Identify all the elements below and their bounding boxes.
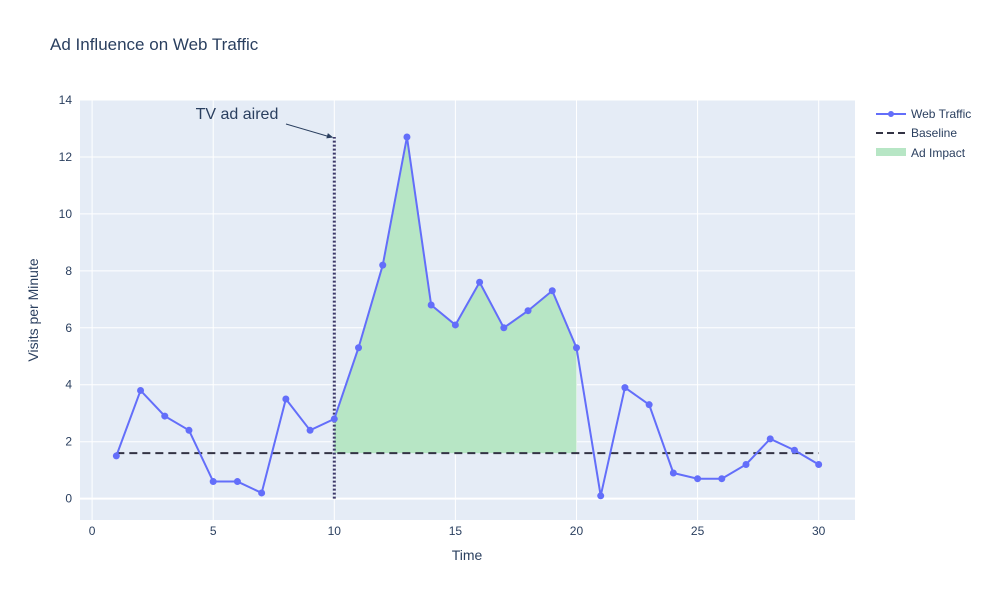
web-traffic-point[interactable] bbox=[258, 489, 266, 497]
web-traffic-point[interactable] bbox=[742, 460, 750, 468]
web-traffic-point[interactable] bbox=[718, 475, 726, 483]
annotation: TV ad aired bbox=[196, 106, 334, 139]
y-axis-ticks: 0 2 4 6 8 10 12 14 bbox=[59, 93, 73, 506]
legend-label-ad-impact: Ad Impact bbox=[911, 146, 966, 160]
legend-item-web-traffic[interactable]: Web Traffic bbox=[876, 107, 971, 121]
x-tick-label: 30 bbox=[812, 524, 826, 538]
web-traffic-point[interactable] bbox=[403, 133, 411, 141]
y-tick-label: 12 bbox=[59, 150, 73, 164]
web-traffic-point[interactable] bbox=[355, 344, 363, 352]
y-tick-label: 2 bbox=[65, 435, 72, 449]
web-traffic-point[interactable] bbox=[112, 452, 120, 460]
web-traffic-point[interactable] bbox=[572, 344, 580, 352]
web-traffic-point[interactable] bbox=[427, 301, 435, 309]
web-traffic-point[interactable] bbox=[330, 415, 338, 423]
y-axis-label: Visits per Minute bbox=[25, 258, 41, 361]
ad-impact-area bbox=[334, 137, 577, 454]
x-tick-label: 5 bbox=[210, 524, 217, 538]
web-traffic-point[interactable] bbox=[597, 492, 605, 500]
legend-label-web-traffic: Web Traffic bbox=[911, 107, 971, 121]
web-traffic-point[interactable] bbox=[379, 261, 387, 269]
web-traffic-point[interactable] bbox=[621, 384, 629, 392]
web-traffic-line bbox=[115, 136, 820, 497]
legend-item-ad-impact[interactable]: Ad Impact bbox=[876, 146, 966, 160]
web-traffic-point[interactable] bbox=[233, 478, 241, 486]
web-traffic-point[interactable] bbox=[645, 401, 653, 409]
web-traffic-point[interactable] bbox=[548, 287, 556, 295]
x-tick-label: 0 bbox=[89, 524, 96, 538]
y-tick-label: 8 bbox=[65, 264, 72, 278]
annotation-arrow-head bbox=[326, 133, 334, 139]
legend[interactable]: Web Traffic Baseline Ad Impact bbox=[876, 107, 971, 160]
web-traffic-point[interactable] bbox=[476, 278, 484, 286]
x-tick-label: 15 bbox=[449, 524, 463, 538]
web-traffic-point[interactable] bbox=[669, 469, 677, 477]
annotation-arrow-line bbox=[285, 123, 331, 138]
ad-impact-fill bbox=[334, 137, 577, 454]
y-tick-label: 4 bbox=[65, 378, 72, 392]
web-traffic-series bbox=[112, 133, 823, 500]
y-tick-label: 6 bbox=[65, 321, 72, 335]
web-traffic-point[interactable] bbox=[161, 412, 169, 420]
web-traffic-point[interactable] bbox=[451, 321, 459, 329]
web-traffic-point[interactable] bbox=[209, 478, 217, 486]
web-traffic-point[interactable] bbox=[524, 307, 532, 315]
web-traffic-point[interactable] bbox=[694, 475, 702, 483]
y-tick-label: 10 bbox=[59, 207, 73, 221]
legend-item-baseline[interactable]: Baseline bbox=[876, 126, 957, 140]
x-tick-label: 10 bbox=[328, 524, 342, 538]
x-axis-ticks: 0 5 10 15 20 25 30 bbox=[89, 524, 826, 538]
x-axis-label: Time bbox=[452, 547, 483, 563]
x-tick-label: 25 bbox=[691, 524, 705, 538]
y-tick-label: 0 bbox=[65, 492, 72, 506]
web-traffic-point[interactable] bbox=[500, 324, 508, 332]
web-traffic-point[interactable] bbox=[306, 426, 314, 434]
x-tick-label: 20 bbox=[570, 524, 584, 538]
chart-title: Ad Influence on Web Traffic bbox=[50, 35, 259, 54]
y-tick-label: 14 bbox=[59, 93, 73, 107]
web-traffic-point[interactable] bbox=[766, 435, 774, 443]
legend-label-baseline: Baseline bbox=[911, 126, 957, 140]
web-traffic-point[interactable] bbox=[790, 446, 798, 454]
web-traffic-point[interactable] bbox=[137, 386, 145, 394]
web-traffic-point[interactable] bbox=[185, 426, 193, 434]
web-traffic-point[interactable] bbox=[815, 460, 823, 468]
web-traffic-point[interactable] bbox=[282, 395, 290, 403]
annotation-text: TV ad aired bbox=[196, 106, 279, 123]
